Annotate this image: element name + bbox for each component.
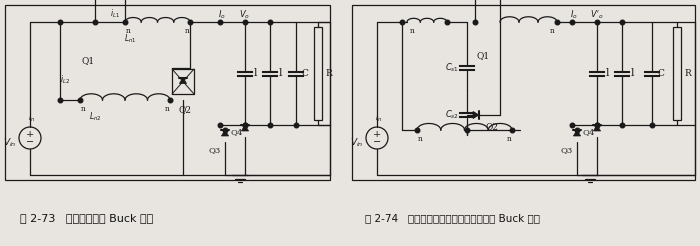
Text: Q3: Q3 xyxy=(561,146,573,154)
Text: Q4: Q4 xyxy=(231,128,243,136)
Text: $V'_o$: $V'_o$ xyxy=(590,9,604,21)
Text: $L_{n1}$: $L_{n1}$ xyxy=(124,33,136,45)
Polygon shape xyxy=(241,125,248,131)
Text: $i_n$: $i_n$ xyxy=(29,112,36,124)
Text: l: l xyxy=(279,68,281,78)
Text: n: n xyxy=(507,135,512,143)
Text: +: + xyxy=(26,130,34,139)
Bar xyxy=(673,27,681,120)
Text: n: n xyxy=(125,27,130,35)
Text: n: n xyxy=(418,135,422,143)
Text: n: n xyxy=(80,105,85,113)
Text: C: C xyxy=(657,69,664,78)
Text: $V_o$: $V_o$ xyxy=(239,9,251,21)
Text: l: l xyxy=(630,68,634,78)
Text: $C_{s2}$: $C_{s2}$ xyxy=(445,109,459,121)
Text: $C_{s1}$: $C_{s1}$ xyxy=(445,61,459,74)
Text: n: n xyxy=(550,27,554,35)
Text: $V_{in}$: $V_{in}$ xyxy=(4,137,17,149)
Text: 图 2-73   有源钓位耦合 Buck 电路: 图 2-73 有源钓位耦合 Buck 电路 xyxy=(20,213,153,223)
Text: $i_{L1}$: $i_{L1}$ xyxy=(110,8,120,20)
Text: Q2: Q2 xyxy=(178,106,192,114)
Bar xyxy=(172,69,194,94)
Text: Q3: Q3 xyxy=(209,146,221,154)
Text: C: C xyxy=(302,69,309,78)
Text: −: − xyxy=(26,138,34,147)
Text: 图 2-74   内置输入滤波器的有源钓位耦合 Buck 电路: 图 2-74 内置输入滤波器的有源钓位耦合 Buck 电路 xyxy=(365,213,540,223)
Text: l: l xyxy=(606,68,609,78)
Text: +: + xyxy=(373,130,381,139)
Text: $i_{L2}$: $i_{L2}$ xyxy=(60,74,70,86)
Polygon shape xyxy=(221,130,229,136)
Polygon shape xyxy=(594,125,601,131)
Text: $I_o$: $I_o$ xyxy=(570,9,578,21)
Polygon shape xyxy=(179,77,187,83)
Text: $V_{in}$: $V_{in}$ xyxy=(350,137,364,149)
Bar xyxy=(5,5,330,180)
Text: n: n xyxy=(410,27,414,35)
Text: Q4: Q4 xyxy=(583,128,595,136)
Text: n: n xyxy=(164,105,169,113)
Text: Q1: Q1 xyxy=(477,51,489,61)
Text: $i_n$: $i_n$ xyxy=(375,112,383,124)
Text: −: − xyxy=(373,138,381,147)
Text: Q2: Q2 xyxy=(486,123,498,132)
Text: $I_o$: $I_o$ xyxy=(218,9,226,21)
Text: Q1: Q1 xyxy=(81,57,94,65)
Text: $L_{n2}$: $L_{n2}$ xyxy=(89,111,102,123)
Polygon shape xyxy=(473,111,479,119)
Text: l: l xyxy=(253,68,257,78)
Bar xyxy=(314,27,322,120)
Bar xyxy=(352,5,695,180)
Polygon shape xyxy=(573,130,580,136)
Text: R: R xyxy=(685,69,692,78)
Text: R: R xyxy=(326,69,332,78)
Text: n: n xyxy=(185,27,190,35)
